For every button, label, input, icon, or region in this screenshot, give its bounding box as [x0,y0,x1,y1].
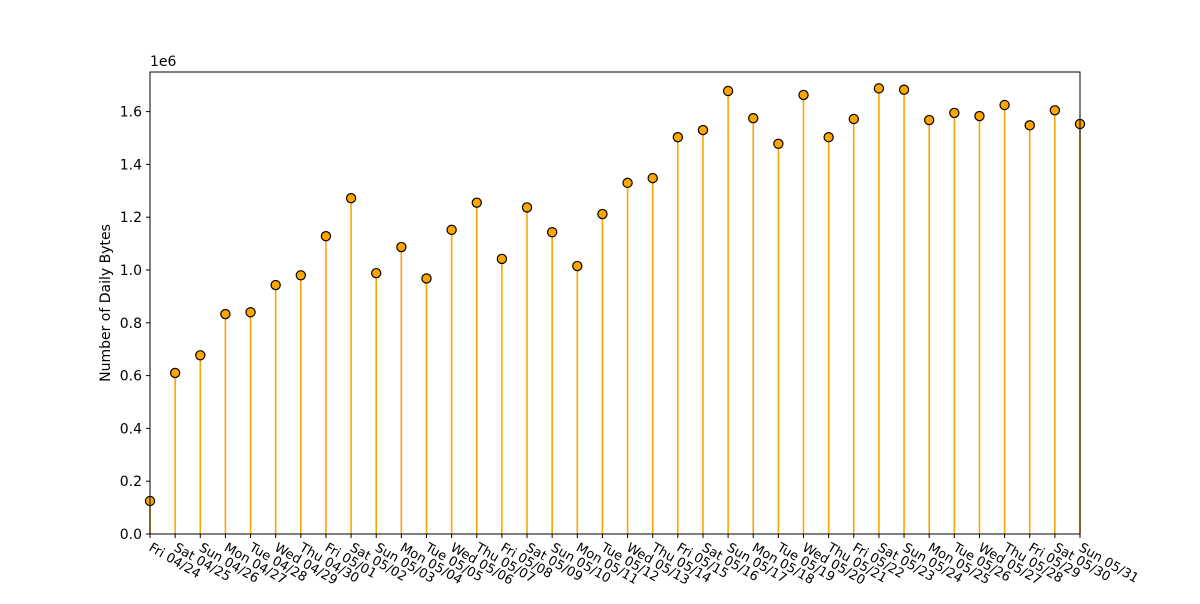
y-tick-label: 0.4 [120,421,142,437]
data-point [446,224,457,236]
data-point [270,279,281,291]
y-offset-label: 1e6 [150,54,177,70]
data-point [848,113,859,125]
data-point [923,114,935,126]
data-point [1024,120,1035,131]
data-point [295,270,307,281]
data-point [622,177,633,189]
data-point [572,260,583,272]
data-point [396,241,407,253]
data-point [421,273,432,284]
data-point [722,85,734,97]
y-axis-label: Number of Daily Bytes [98,224,114,382]
data-point [546,227,558,238]
data-point [974,110,985,122]
data-point [521,202,533,213]
data-point [597,208,608,220]
data-point [773,138,784,150]
data-point [471,197,482,208]
stem-series [149,88,1081,534]
data-point [873,83,885,94]
data-point [672,132,684,143]
data-point [496,253,508,265]
y-tick-label: 1.0 [120,263,142,279]
plot-frame [149,71,1081,535]
y-tick-label: 1.4 [120,157,142,173]
y-tick-label: 1.6 [120,105,142,121]
y-axis: 0.0 0.2 0.4 0.6 0.8 1.0 1.2 1.4 1.6 [120,105,150,543]
data-point [169,367,181,379]
data-point [798,89,809,101]
y-tick-label: 0.6 [120,369,142,385]
data-point [748,112,759,124]
data-point [371,267,382,279]
data-point [345,192,357,204]
y-tick-label: 0.0 [120,527,142,543]
data-point [949,107,960,119]
data-point [220,308,231,320]
data-point [898,84,910,95]
data-point [1049,105,1061,116]
data-point [195,350,206,361]
data-point [999,99,1010,111]
data-point [245,307,256,318]
data-point [823,132,834,143]
marker-series [144,83,1086,507]
y-tick-label: 0.2 [120,474,142,490]
data-point [647,172,658,184]
y-tick-label: 1.2 [120,210,142,226]
data-point [320,231,332,242]
data-point [697,124,709,136]
y-tick-label: 0.8 [120,316,142,332]
